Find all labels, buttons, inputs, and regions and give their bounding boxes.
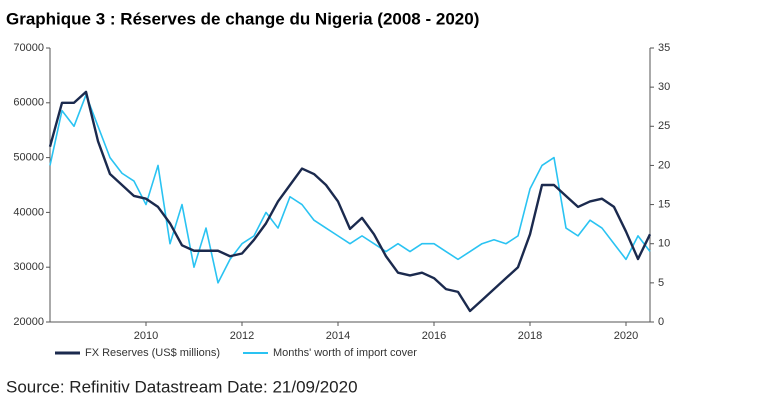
source: Source: Refinitiv Datastream Date: 21/09… bbox=[6, 377, 358, 396]
x-tick-label: 2010 bbox=[134, 330, 158, 342]
x-tick-label: 2016 bbox=[422, 330, 446, 342]
y2-tick-label: 0 bbox=[658, 316, 664, 328]
y2-tick-label: 30 bbox=[658, 81, 670, 93]
y-tick-label: 40000 bbox=[13, 206, 44, 218]
y-tick-label: 30000 bbox=[13, 261, 44, 273]
y2-tick-label: 10 bbox=[658, 238, 670, 250]
x-tick-label: 2012 bbox=[230, 330, 254, 342]
y2-tick-label: 20 bbox=[658, 159, 670, 171]
chart-title: Graphique 3 : Réserves de change du Nige… bbox=[6, 9, 479, 28]
x-tick-label: 2014 bbox=[326, 330, 350, 342]
y-tick-label: 20000 bbox=[13, 316, 44, 328]
y-tick-label: 60000 bbox=[13, 97, 44, 109]
x-tick-label: 2018 bbox=[518, 330, 542, 342]
y2-tick-label: 5 bbox=[658, 277, 664, 289]
y-tick-label: 50000 bbox=[13, 152, 44, 164]
legend-label: FX Reserves (US$ millions) bbox=[85, 347, 220, 359]
legend-label: Months' worth of import cover bbox=[273, 347, 417, 359]
series-line bbox=[48, 90, 652, 313]
y-tick-label: 70000 bbox=[13, 42, 44, 54]
y2-tick-label: 15 bbox=[658, 198, 670, 210]
y2-tick-label: 25 bbox=[658, 120, 670, 132]
y2-tick-label: 35 bbox=[658, 42, 670, 54]
x-tick-label: 2020 bbox=[614, 330, 638, 342]
series-line bbox=[49, 94, 651, 284]
